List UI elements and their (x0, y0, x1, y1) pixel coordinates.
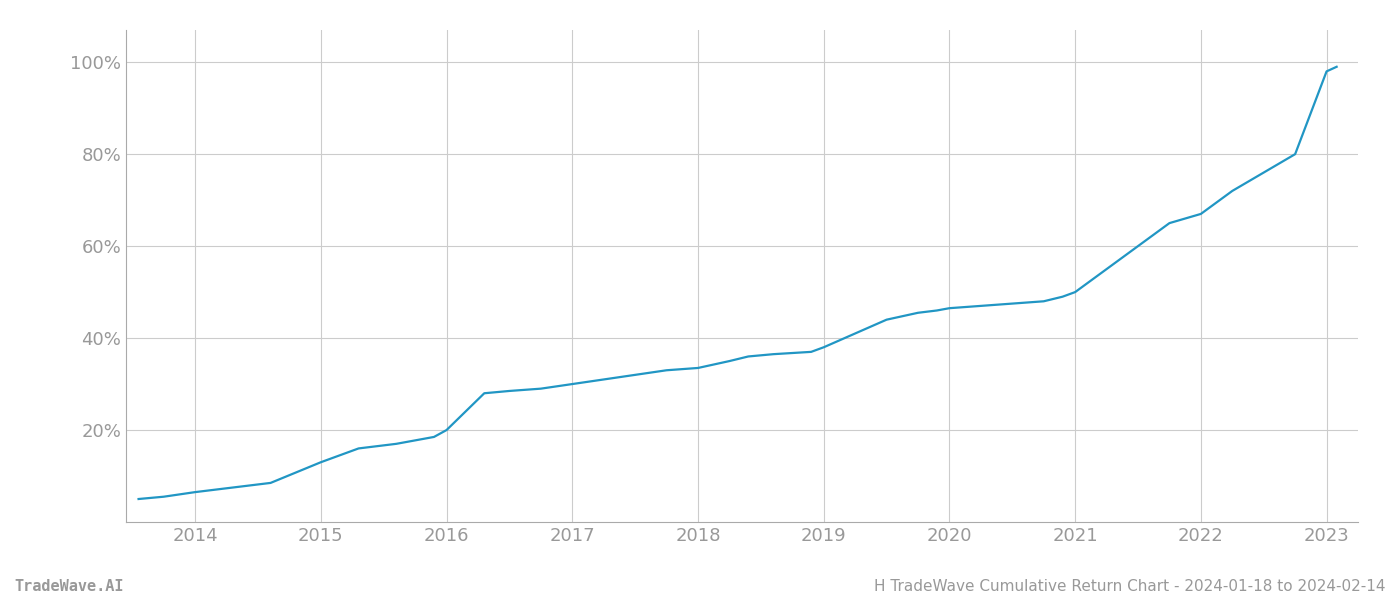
Text: TradeWave.AI: TradeWave.AI (14, 579, 123, 594)
Text: H TradeWave Cumulative Return Chart - 2024-01-18 to 2024-02-14: H TradeWave Cumulative Return Chart - 20… (875, 579, 1386, 594)
